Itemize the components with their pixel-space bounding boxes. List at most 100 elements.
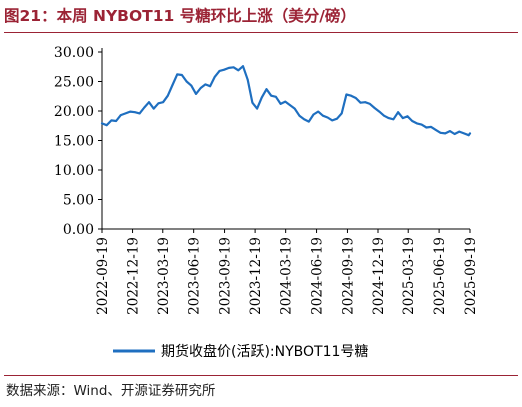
x-tick-label: 2025-03-19 (401, 237, 417, 315)
x-tick-label: 2025-09-19 (463, 237, 479, 315)
data-point (199, 87, 202, 89)
data-point (138, 112, 141, 115)
data-point (420, 123, 423, 126)
data-point (387, 117, 390, 119)
data-point (425, 126, 428, 129)
data-point (453, 133, 456, 135)
data-point (115, 120, 117, 122)
data-point (444, 132, 447, 135)
data-point (336, 117, 338, 120)
figure-title: 图21：本周 NYBOT11 号糖环比上涨（美分/磅） (4, 7, 356, 25)
data-point (162, 101, 165, 104)
x-tick-label: 2022-12-19 (126, 237, 142, 315)
data-point (406, 115, 409, 118)
data-point (359, 101, 362, 104)
data-point (204, 83, 207, 86)
data-point (251, 101, 254, 104)
x-axis: 2022-09-19 2022-12-19 2023-03-19 2023-06-19… (95, 228, 479, 315)
data-point (298, 114, 301, 117)
data-point (439, 131, 442, 134)
x-tick-label: 2024-06-19 (310, 237, 326, 315)
data-point (190, 84, 193, 87)
data-point (340, 112, 343, 115)
source-divider (4, 375, 518, 376)
data-point (331, 119, 334, 122)
data-point (289, 104, 291, 106)
data-point (223, 68, 226, 71)
data-point (143, 106, 146, 109)
x-tick-label: 2024-03-19 (279, 237, 295, 315)
y-tick-label: 20.00 (54, 104, 94, 120)
data-point (469, 132, 471, 135)
data-point (293, 107, 296, 110)
legend: 期货收盘价(活跃):NYBOT11号糖 (113, 343, 368, 360)
data-point (312, 113, 315, 116)
x-tick-label: 2024-12-19 (371, 237, 387, 315)
x-tick-label: 2023-06-19 (187, 237, 203, 315)
source-note: 数据来源：Wind、开源证券研究所 (6, 383, 216, 399)
data-point (307, 120, 310, 123)
data-point (152, 107, 155, 110)
data-point (213, 75, 216, 78)
data-point (434, 129, 437, 131)
x-tick-label: 2022-09-19 (95, 237, 111, 315)
title-divider (4, 32, 518, 33)
y-tick-label: 30.00 (54, 45, 94, 61)
data-point (322, 114, 324, 117)
y-axis: 0.00 5.00 10.00 15.00 20.00 25.00 30.00 (54, 45, 103, 238)
data-point (110, 119, 113, 122)
x-tick-label: 2024-09-19 (340, 237, 356, 315)
data-point (463, 132, 465, 135)
data-point (101, 122, 103, 125)
data-point (181, 74, 183, 76)
data-point (416, 122, 418, 125)
data-point (171, 84, 174, 86)
data-point (270, 94, 273, 97)
y-tick-label: 0.00 (63, 222, 94, 238)
data-point (124, 112, 127, 115)
x-tick-label: 2023-09-19 (218, 237, 234, 315)
data-point (157, 102, 160, 105)
data-point (232, 66, 235, 69)
data-point (411, 120, 414, 122)
x-tick-label: 2023-12-19 (248, 237, 264, 315)
series-line (100, 65, 472, 137)
y-tick-label: 25.00 (54, 75, 94, 91)
data-point (350, 94, 352, 97)
data-point (467, 134, 470, 137)
data-point (237, 69, 240, 72)
data-point (275, 95, 277, 98)
y-tick-label: 15.00 (54, 134, 94, 150)
data-point (256, 107, 258, 110)
x-tick-label: 2025-06-19 (432, 237, 448, 315)
data-point (284, 100, 287, 103)
data-point (176, 73, 179, 76)
data-point (378, 110, 381, 113)
data-point (397, 111, 399, 114)
data-point (401, 117, 404, 119)
y-tick-label: 5.00 (63, 193, 94, 209)
data-point (260, 96, 263, 99)
data-point (458, 130, 461, 133)
data-point (166, 94, 169, 97)
data-point (317, 110, 320, 113)
data-point (218, 70, 221, 72)
data-point (326, 116, 329, 119)
data-point (195, 93, 197, 95)
data-point (185, 80, 188, 83)
data-point (303, 118, 305, 121)
data-point (228, 67, 230, 69)
data-point (430, 126, 432, 128)
data-point (392, 118, 395, 121)
legend-label: 期货收盘价(活跃):NYBOT11号糖 (161, 343, 368, 360)
data-point (148, 101, 150, 104)
data-point (209, 85, 212, 88)
data-point (129, 110, 132, 113)
data-point (134, 111, 136, 114)
data-point (105, 124, 108, 127)
data-point (354, 97, 357, 99)
data-point (246, 78, 249, 81)
data-point (369, 103, 371, 105)
data-point (345, 93, 348, 96)
line-chart: 0.00 5.00 10.00 15.00 20.00 25.00 30.00 2022-0… (54, 45, 479, 360)
